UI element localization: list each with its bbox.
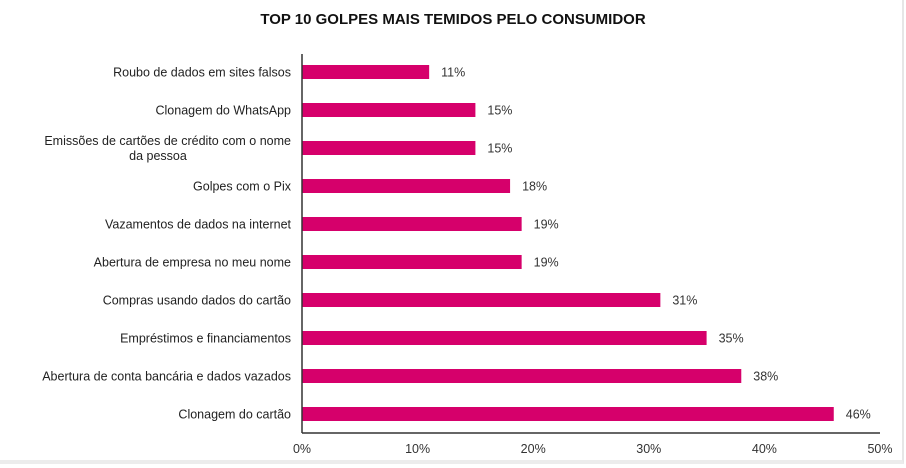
category-label: Abertura de empresa no meu nome [94,256,291,270]
value-label: 15% [487,104,512,118]
bar [302,293,661,307]
value-label: 19% [534,256,559,270]
bar [302,65,430,79]
category-label: da pessoa [129,149,187,163]
x-tick-label: 0% [293,442,311,456]
x-tick-labels: 0% 10% 20% 30% 40% 50% [293,442,893,456]
category-labels: Roubo de dados em sites falsos Clonagem d… [42,66,292,422]
value-label: 18% [522,180,547,194]
bars-group [302,65,834,421]
bar [302,407,834,421]
x-tick-label: 40% [752,442,777,456]
value-label: 35% [719,332,744,346]
category-label: Compras usando dados do cartão [103,294,291,308]
category-label: Clonagem do WhatsApp [156,104,292,118]
category-label: Roubo de dados em sites falsos [113,66,291,80]
value-label: 38% [753,370,778,384]
value-label: 46% [846,408,871,422]
bar [302,217,522,231]
category-label: Clonagem do cartão [178,408,291,422]
category-label: Vazamentos de dados na internet [105,218,292,232]
value-label: 31% [672,294,697,308]
x-tick-label: 10% [405,442,430,456]
category-label: Golpes com o Pix [193,180,292,194]
x-tick-label: 30% [636,442,661,456]
value-labels: 11% 15% 15% 18% 19% 19% 31% 35% 38% 46% [441,66,871,422]
bar [302,369,742,383]
bar [302,141,476,155]
category-label: Emissões de cartões de crédito com o nom… [44,134,291,148]
x-tick-label: 50% [867,442,892,456]
category-label: Abertura de conta bancária e dados vazad… [42,370,291,384]
bar [302,179,511,193]
x-tick-label: 20% [521,442,546,456]
bar [302,255,522,269]
value-label: 15% [487,142,512,156]
value-label: 11% [441,66,465,80]
chart-title: TOP 10 GOLPES MAIS TEMIDOS PELO CONSUMID… [260,11,646,28]
bar [302,331,707,345]
bar [302,103,476,117]
value-label: 19% [534,218,559,232]
category-label: Empréstimos e financiamentos [120,332,291,346]
